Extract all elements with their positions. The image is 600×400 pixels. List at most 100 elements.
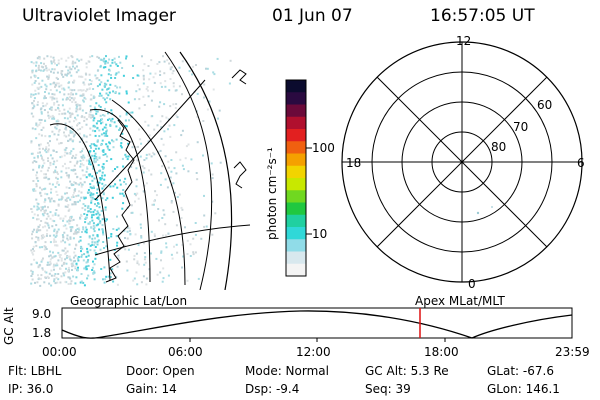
colorbar-unit-label: photon cm⁻²s⁻¹	[265, 147, 279, 240]
emission-pixel	[131, 146, 134, 149]
emission-pixel	[78, 140, 81, 143]
emission-pixel	[35, 183, 38, 186]
emission-pixel	[119, 192, 122, 195]
emission-pixel	[54, 236, 57, 238]
emission-pixel	[89, 211, 92, 214]
emission-pixel	[105, 275, 108, 278]
emission-pixel	[65, 65, 68, 68]
emission-pixel	[206, 67, 209, 70]
parallel-line	[94, 79, 206, 201]
emission-pixel	[74, 259, 76, 262]
emission-pixel	[71, 265, 74, 268]
emission-pixel	[72, 154, 75, 157]
emission-pixel	[87, 264, 90, 267]
emission-pixel	[140, 226, 142, 229]
emission-pixel	[101, 187, 104, 190]
emission-pixel	[132, 64, 134, 67]
emission-pixel	[194, 251, 197, 254]
emission-pixel	[99, 65, 102, 68]
emission-pixel	[75, 105, 78, 108]
altitude-y-tick: 1.8	[32, 326, 52, 340]
emission-pixel	[137, 263, 140, 266]
emission-pixel	[92, 167, 95, 170]
emission-pixel	[55, 176, 58, 179]
emission-pixel	[72, 65, 74, 68]
emission-pixel	[34, 281, 36, 284]
emission-pixel	[68, 71, 71, 74]
emission-pixel	[208, 100, 211, 103]
emission-pixel	[160, 85, 163, 88]
emission-pixel	[192, 251, 195, 254]
emission-pixel	[70, 68, 73, 71]
emission-pixel	[172, 103, 175, 106]
emission-pixel	[156, 124, 159, 127]
emission-pixel	[69, 129, 72, 132]
emission-pixel	[105, 134, 108, 137]
emission-pixel	[95, 224, 98, 227]
emission-pixel	[91, 244, 94, 246]
emission-pixel	[53, 117, 56, 120]
emission-pixel	[54, 244, 57, 247]
emission-pixel	[82, 93, 85, 96]
emission-pixel	[84, 208, 87, 211]
emission-pixel	[58, 113, 61, 116]
emission-pixel	[124, 177, 127, 180]
emission-pixel	[96, 55, 99, 58]
emission-pixel	[101, 139, 104, 142]
emission-pixel	[80, 280, 83, 283]
emission-pixel	[42, 234, 45, 237]
emission-pixel	[88, 174, 91, 177]
emission-pixel	[55, 190, 58, 193]
altitude-axis-label: GC Alt	[2, 307, 16, 345]
emission-pixel	[78, 59, 80, 62]
emission-pixel	[52, 56, 55, 59]
emission-pixel	[92, 227, 95, 230]
emission-pixel	[196, 92, 199, 95]
emission-pixel	[78, 228, 81, 231]
emission-pixel	[70, 74, 73, 77]
emission-pixel	[58, 91, 61, 94]
emission-pixel	[94, 147, 97, 150]
emission-pixel	[160, 250, 163, 253]
emission-pixel	[114, 77, 117, 79]
geographic-map	[30, 51, 251, 290]
emission-pixel	[110, 74, 112, 76]
emission-pixel	[36, 155, 39, 158]
emission-pixel	[43, 68, 46, 71]
emission-pixel	[49, 83, 52, 86]
emission-pixel	[54, 126, 57, 129]
emission-pixel	[116, 186, 119, 189]
emission-pixel	[32, 93, 35, 96]
emission-pixel	[95, 204, 98, 207]
emission-pixel	[53, 255, 56, 258]
emission-pixel	[46, 229, 49, 232]
emission-pixel	[159, 82, 162, 85]
emission-pixel	[107, 73, 110, 76]
emission-pixel	[148, 134, 151, 137]
emission-pixel	[68, 208, 71, 211]
emission-pixel	[92, 210, 95, 213]
emission-pixel	[59, 254, 62, 256]
emission-pixel	[145, 283, 148, 286]
emission-pixel	[44, 199, 47, 202]
emission-pixel	[104, 208, 107, 211]
emission-pixel	[173, 245, 175, 248]
emission-pixel	[159, 120, 162, 123]
emission-pixel	[105, 55, 107, 58]
emission-pixel	[191, 73, 193, 76]
emission-pixel	[62, 272, 65, 275]
emission-pixel	[69, 68, 72, 71]
emission-pixel	[43, 248, 46, 251]
emission-pixel	[30, 112, 33, 115]
emission-pixel	[30, 76, 32, 79]
emission-pixel	[35, 160, 38, 163]
emission-pixel	[85, 112, 88, 114]
emission-pixel	[98, 228, 101, 231]
emission-pixel	[40, 129, 43, 131]
emission-pixel	[65, 98, 68, 101]
emission-pixel	[54, 84, 57, 86]
emission-pixel	[43, 97, 46, 100]
emission-pixel	[36, 281, 39, 284]
emission-pixel	[44, 187, 47, 190]
emission-pixel	[196, 116, 199, 118]
